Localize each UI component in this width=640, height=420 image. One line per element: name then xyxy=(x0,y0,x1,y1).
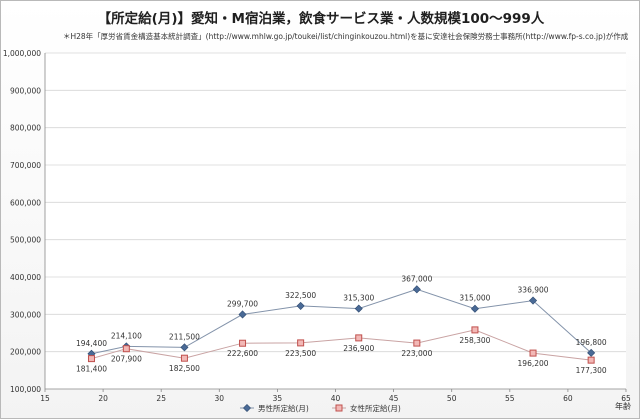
y-tick-label: 700,000 xyxy=(10,161,41,170)
male-data-point xyxy=(180,343,189,352)
chart-subtitle: ＊H28年「厚労省賃金構造基本統計調査」(http://www.mhlw.go.… xyxy=(63,32,629,41)
series-line-female xyxy=(91,329,592,361)
x-tick-label: 30 xyxy=(215,394,225,403)
male-data-label: 367,000 xyxy=(401,274,432,283)
male-data-point xyxy=(296,301,305,310)
female-data-label: 196,200 xyxy=(518,359,549,368)
male-data-label: 315,300 xyxy=(343,294,374,303)
female-data-label: 258,300 xyxy=(459,336,490,345)
axes: 100,000 200,000 300,000 400,000 500,000 600,0… xyxy=(3,49,631,411)
female-data-point xyxy=(413,339,421,347)
female-data-point xyxy=(87,355,95,363)
female-data-point xyxy=(297,339,305,347)
series-line-male xyxy=(91,288,592,355)
y-tick-label: 200,000 xyxy=(10,348,41,357)
x-tick-label: 60 xyxy=(563,394,573,403)
male-data-label: 214,100 xyxy=(111,331,142,340)
female-data-label: 223,500 xyxy=(285,349,316,358)
x-tick-label: 65 xyxy=(621,394,631,403)
female-data-label: 222,600 xyxy=(227,349,258,358)
legend-label: 女性所定給(月) xyxy=(350,403,401,413)
x-tick-label: 50 xyxy=(447,394,457,403)
male-data-point xyxy=(412,285,421,294)
male-data-point xyxy=(587,348,596,357)
female-data-point xyxy=(122,345,130,353)
male-data-label: 194,400 xyxy=(76,339,107,348)
female-data-point xyxy=(355,334,363,342)
legend: 男性所定給(月) 女性所定給(月) xyxy=(240,403,401,413)
plot-area xyxy=(45,53,626,389)
female-data-label: 223,000 xyxy=(401,349,432,358)
x-axis-label: 年齢 xyxy=(615,401,631,411)
male-data-label: 336,900 xyxy=(518,286,549,295)
male-data-label: 299,700 xyxy=(227,299,258,308)
y-tick-label: 800,000 xyxy=(10,124,41,133)
x-tick-label: 15 xyxy=(40,394,50,403)
legend-marker-female xyxy=(335,404,343,412)
female-data-label: 236,900 xyxy=(343,344,374,353)
y-tick-label: 500,000 xyxy=(10,236,41,245)
male-data-point xyxy=(354,304,363,313)
female-data-point xyxy=(180,354,188,362)
y-tick-label: 900,000 xyxy=(10,86,41,95)
x-tick-label: 35 xyxy=(273,394,283,403)
x-tick-label: 45 xyxy=(389,394,399,403)
male-data-point xyxy=(529,296,538,305)
x-tick-label: 40 xyxy=(331,394,341,403)
male-data-label: 196,800 xyxy=(576,338,607,347)
female-data-label: 177,300 xyxy=(576,366,607,375)
y-tick-label: 400,000 xyxy=(10,273,41,282)
male-data-label: 211,500 xyxy=(169,332,200,341)
y-tick-label: 600,000 xyxy=(10,198,41,207)
y-tick-label: 100,000 xyxy=(10,385,41,394)
female-data-point xyxy=(529,349,537,357)
female-data-label: 181,400 xyxy=(76,365,107,374)
series-lines xyxy=(87,285,596,364)
female-data-label: 182,500 xyxy=(169,364,200,373)
legend-label: 男性所定給(月) xyxy=(258,403,309,413)
male-data-point xyxy=(470,304,479,313)
y-tick-label: 300,000 xyxy=(10,310,41,319)
y-tick-label: 1,000,000 xyxy=(3,49,41,58)
male-data-point xyxy=(238,310,247,319)
female-data-label: 207,900 xyxy=(111,355,142,364)
female-data-point xyxy=(471,326,479,334)
legend-marker-male xyxy=(242,403,252,413)
female-data-point xyxy=(587,356,595,364)
female-data-point xyxy=(239,339,247,347)
male-data-label: 322,500 xyxy=(285,291,316,300)
x-tick-label: 55 xyxy=(505,394,515,403)
male-data-label: 315,000 xyxy=(459,294,490,303)
chart-title: 【所定給(月)】愛知・M宿泊業，飲食サービス業・人数規模100～999人 xyxy=(97,11,545,27)
x-tick-label: 20 xyxy=(98,394,108,403)
data-labels: 194,400 181,400 214,100 207,900 211,500 182,5… xyxy=(76,274,607,375)
x-tick-label: 25 xyxy=(156,394,166,403)
